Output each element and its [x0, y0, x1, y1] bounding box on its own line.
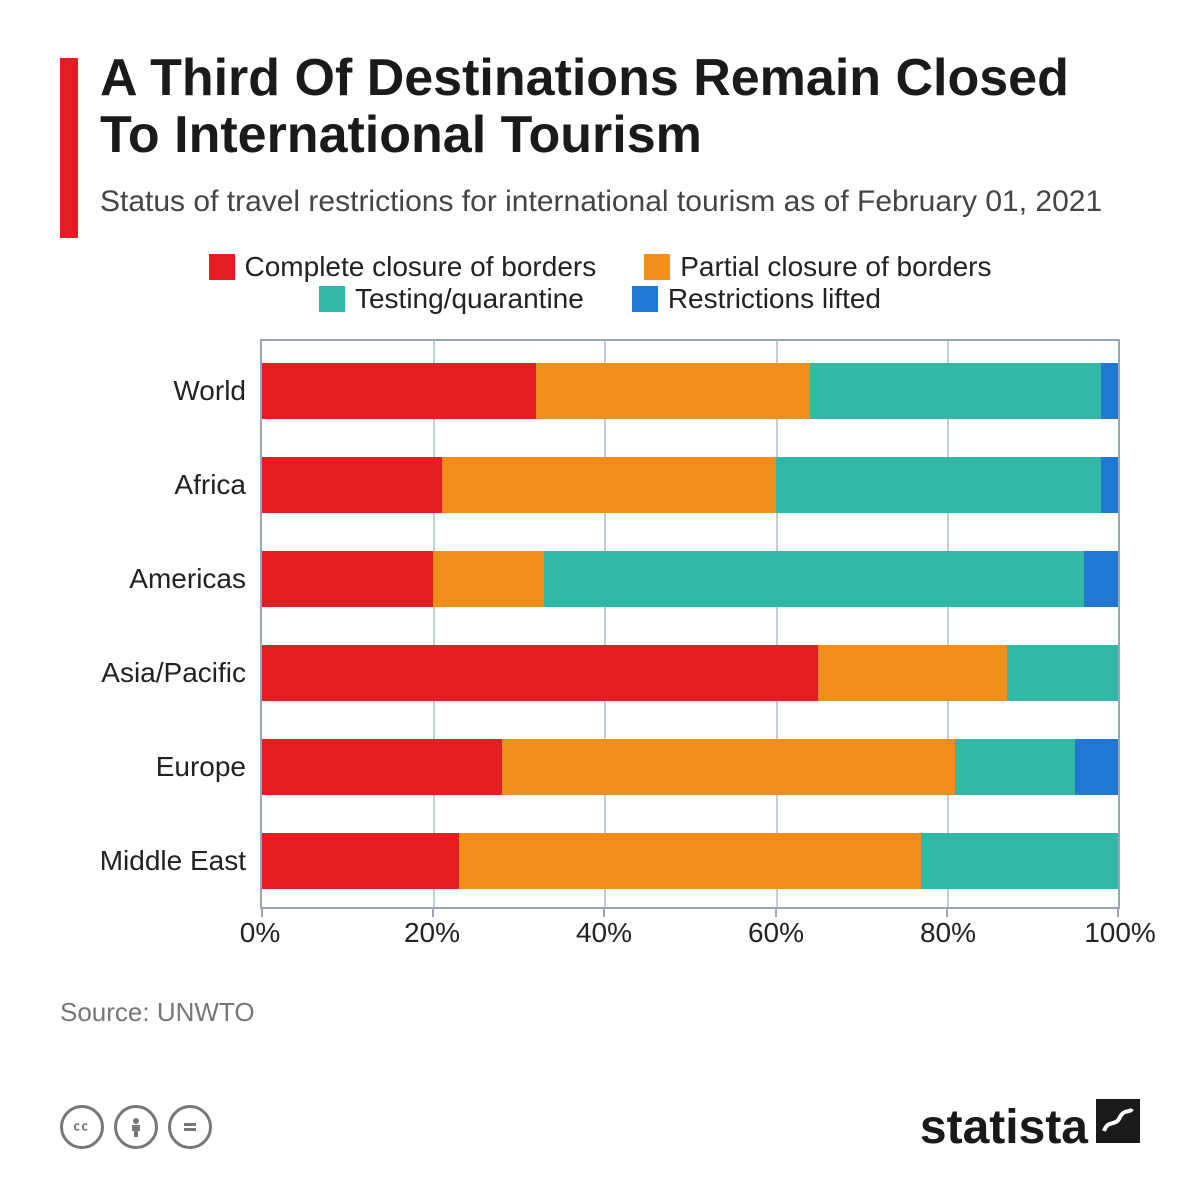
- legend-swatch: [644, 254, 670, 280]
- bar-segment: [955, 739, 1075, 795]
- subtitle: Status of travel restrictions for intern…: [100, 182, 1140, 221]
- bar-row: [262, 457, 1118, 513]
- bar-segment: [442, 457, 776, 513]
- gridline: [604, 341, 606, 907]
- x-tick-label: 100%: [1084, 917, 1156, 949]
- bar-row: [262, 739, 1118, 795]
- bar-segment: [818, 645, 1006, 701]
- bar-segment: [459, 833, 921, 889]
- license-badges: [60, 1105, 212, 1149]
- x-axis-labels: 0%20%40%60%80%100%: [260, 917, 1120, 967]
- x-tick-label: 60%: [748, 917, 804, 949]
- plot-area: WorldAfricaAmericasAsia/PacificEuropeMid…: [260, 339, 1120, 909]
- brand-logo: statista: [920, 1099, 1140, 1155]
- y-category-label: Asia/Pacific: [101, 657, 262, 689]
- y-category-label: World: [173, 375, 262, 407]
- bar-segment: [1101, 457, 1118, 513]
- legend-label: Complete closure of borders: [245, 251, 597, 283]
- y-category-label: Europe: [156, 751, 262, 783]
- bar-segment: [262, 833, 459, 889]
- footer: statista: [60, 1099, 1140, 1155]
- x-tick-label: 0%: [240, 917, 280, 949]
- gridline: [947, 341, 949, 907]
- header: A Third Of Destinations Remain Closed To…: [60, 50, 1140, 221]
- brand-icon: [1096, 1099, 1140, 1143]
- tick: [1117, 907, 1119, 917]
- bar-segment: [262, 457, 442, 513]
- legend-item: Restrictions lifted: [632, 283, 881, 315]
- bar-segment: [921, 833, 1118, 889]
- bar-row: [262, 363, 1118, 419]
- legend-item: Testing/quarantine: [319, 283, 584, 315]
- bar-segment: [262, 551, 433, 607]
- y-category-label: Americas: [129, 563, 262, 595]
- gridline: [776, 341, 778, 907]
- gridline: [433, 341, 435, 907]
- legend-item: Complete closure of borders: [209, 251, 597, 283]
- page-title: A Third Of Destinations Remain Closed To…: [100, 50, 1140, 164]
- x-tick-label: 20%: [404, 917, 460, 949]
- bar-segment: [1084, 551, 1118, 607]
- bar-segment: [433, 551, 544, 607]
- tick: [432, 907, 434, 917]
- x-tick-label: 80%: [920, 917, 976, 949]
- accent-bar: [60, 58, 78, 238]
- legend-swatch: [209, 254, 235, 280]
- bar-segment: [544, 551, 1083, 607]
- legend-label: Testing/quarantine: [355, 283, 584, 315]
- source-text: Source: UNWTO: [60, 997, 1140, 1028]
- bar-row: [262, 551, 1118, 607]
- bar-segment: [502, 739, 956, 795]
- bar-segment: [776, 457, 1101, 513]
- bar-row: [262, 833, 1118, 889]
- bar-segment: [262, 363, 536, 419]
- chart: World Africa Americas Asia/Pacific Europe Mid…: [60, 339, 1140, 967]
- y-category-label: Middle East: [100, 845, 262, 877]
- tick: [775, 907, 777, 917]
- cc-icon: [60, 1105, 104, 1149]
- by-icon: [114, 1105, 158, 1149]
- tick: [261, 907, 263, 917]
- tick: [603, 907, 605, 917]
- bar-segment: [1101, 363, 1118, 419]
- bar-segment: [1075, 739, 1118, 795]
- nd-icon: [168, 1105, 212, 1149]
- brand-text: statista: [920, 1100, 1088, 1155]
- tick: [946, 907, 948, 917]
- legend-item: Partial closure of borders: [644, 251, 991, 283]
- legend-label: Partial closure of borders: [680, 251, 991, 283]
- legend-label: Restrictions lifted: [668, 283, 881, 315]
- bar-segment: [536, 363, 810, 419]
- bar-segment: [262, 739, 502, 795]
- x-tick-label: 40%: [576, 917, 632, 949]
- bar-segment: [810, 363, 1101, 419]
- legend: Complete closure of borders Partial closu…: [60, 251, 1140, 315]
- bar-segment: [262, 645, 818, 701]
- legend-swatch: [319, 286, 345, 312]
- y-category-label: Africa: [174, 469, 262, 501]
- bar-row: [262, 645, 1118, 701]
- bar-segment: [1007, 645, 1118, 701]
- legend-swatch: [632, 286, 658, 312]
